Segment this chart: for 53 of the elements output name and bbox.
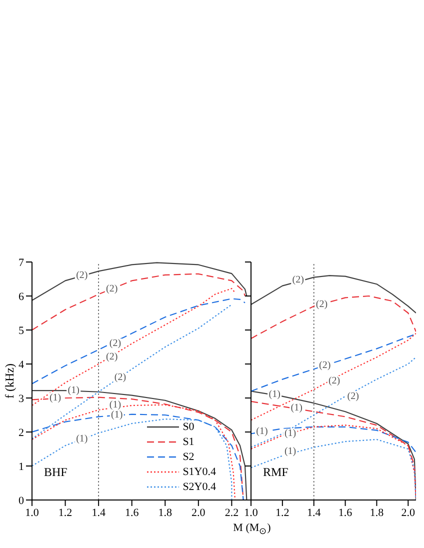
annotation: (2) xyxy=(109,338,122,350)
legend-label: S1 xyxy=(182,436,194,448)
line-series xyxy=(32,273,246,331)
x-tick-label: 2.0 xyxy=(401,506,416,519)
annotation: (2) xyxy=(106,284,118,295)
annotation: (2) xyxy=(319,360,331,372)
annotation: (2) xyxy=(328,376,340,386)
x-tick-label: 1.4 xyxy=(92,506,106,519)
legend-label: S1Y0.4 xyxy=(182,466,216,478)
annotation: (1) xyxy=(68,385,80,396)
x-tick-label: 1.4 xyxy=(306,506,322,519)
y-tick-label: 7 xyxy=(18,256,24,269)
annotation: RMF xyxy=(263,465,288,479)
annotation: (1) xyxy=(111,410,123,420)
annotation: (1) xyxy=(49,392,62,404)
annotation: (2) xyxy=(76,270,88,282)
x-tick-label: 1.0 xyxy=(25,506,40,519)
legend-label: S2Y0.4 xyxy=(182,480,216,492)
y-tick-label: 2 xyxy=(18,426,24,439)
x-tick-label: 1.2 xyxy=(58,506,72,519)
x-tick-label: 2.0 xyxy=(192,506,206,519)
x-tick-label: 2.2 xyxy=(224,506,239,519)
annotation: (2) xyxy=(347,390,359,402)
y-tick-label: 1 xyxy=(18,460,24,473)
annotation: (2) xyxy=(106,352,118,363)
line-series xyxy=(32,298,246,384)
y-tick-label: 4 xyxy=(18,358,24,371)
annotation: (2) xyxy=(316,299,328,310)
annotation: (2) xyxy=(292,274,304,286)
line-series xyxy=(32,262,248,301)
y-axis-title: f (kHz) xyxy=(2,364,16,398)
y-tick-label: 5 xyxy=(18,324,24,337)
annotation: (1) xyxy=(284,446,296,457)
x-tick-label: 1.0 xyxy=(244,506,258,519)
annotation: (1) xyxy=(256,426,268,437)
x-tick-label: 1.8 xyxy=(370,506,384,519)
x-tick-label: 1.8 xyxy=(158,506,173,519)
x-tick-label: 1.6 xyxy=(338,506,353,519)
legend-label: S2 xyxy=(182,450,194,462)
y-tick-label: 0 xyxy=(18,494,24,507)
y-tick-label: 3 xyxy=(18,392,24,405)
x-tick-label: 1.6 xyxy=(124,506,140,519)
x-tick-label: 1.2 xyxy=(276,506,290,519)
annotation: BHF xyxy=(44,465,68,479)
y-tick-label: 6 xyxy=(18,290,24,303)
annotation: (1) xyxy=(290,402,302,414)
annotation: (1) xyxy=(109,399,122,410)
x-axis-title: M (M$_{⊙}$) xyxy=(233,522,271,536)
annotation: (1) xyxy=(76,433,88,444)
legend-label: S0 xyxy=(182,420,194,432)
annotation: (2) xyxy=(114,372,126,384)
annotation: (1) xyxy=(268,389,280,400)
annotation: (1) xyxy=(284,428,296,440)
